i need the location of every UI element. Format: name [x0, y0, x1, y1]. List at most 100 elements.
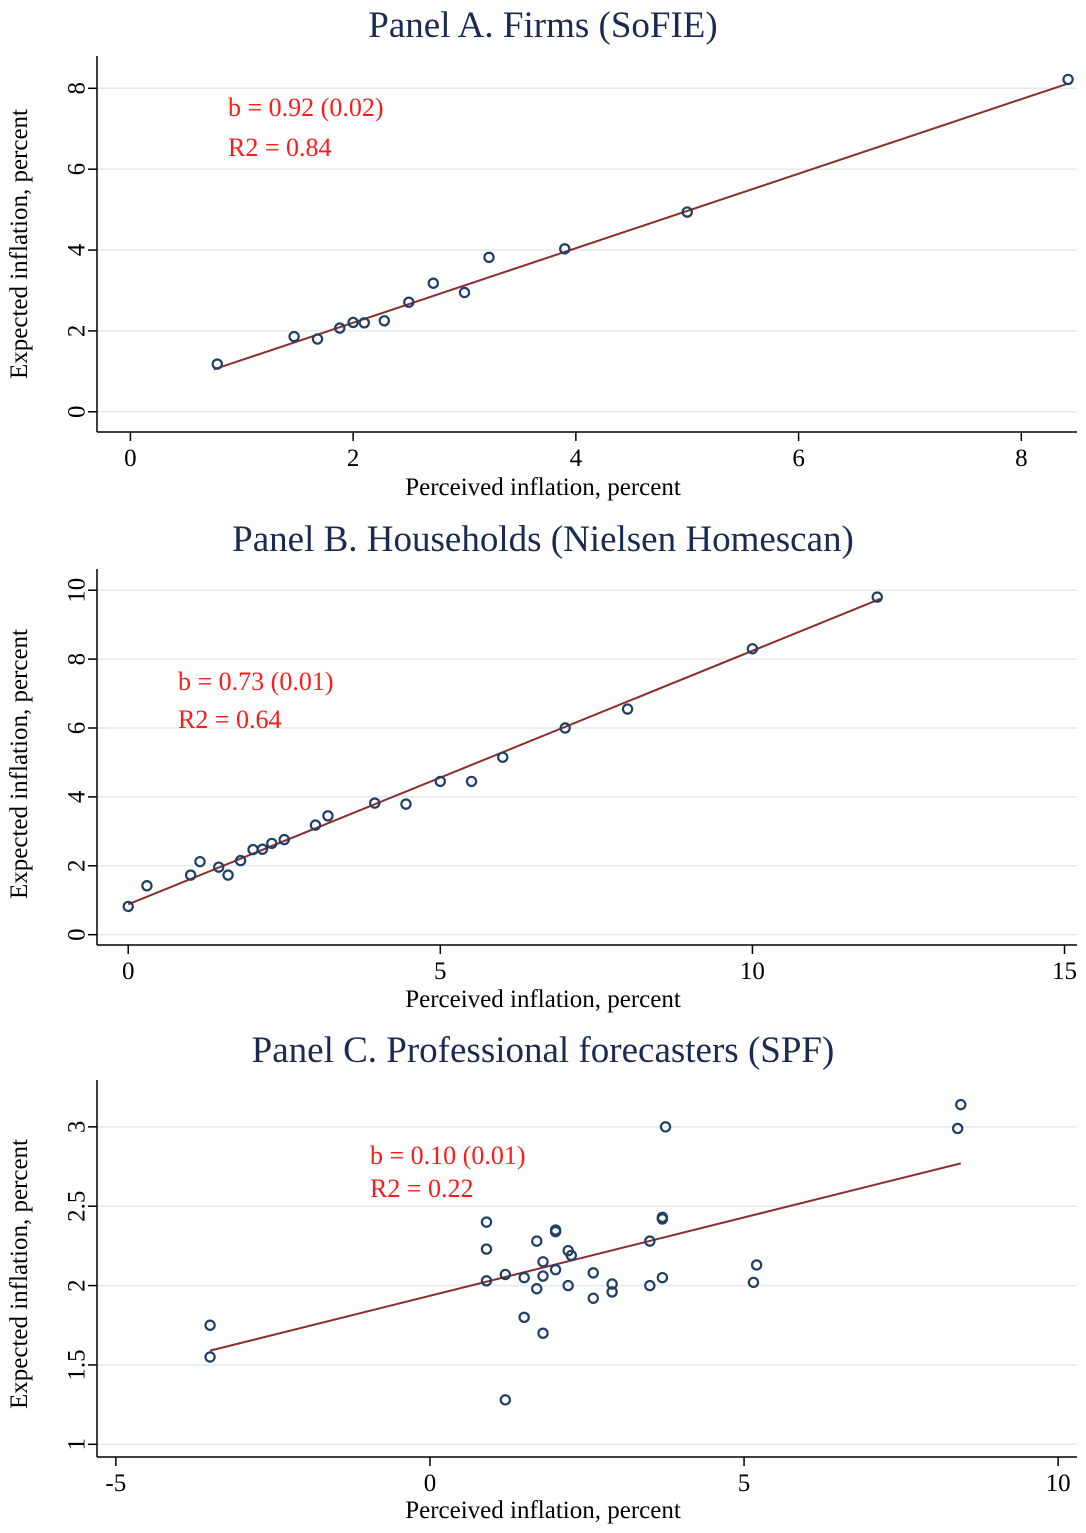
x-tick-label: 6 [792, 445, 805, 472]
y-tick-label: 4 [64, 790, 91, 803]
scatter-point [1062, 73, 1074, 86]
scatter-point [266, 837, 278, 850]
x-tick-label: 0 [122, 958, 135, 985]
scatter-point [499, 1268, 512, 1281]
scatter-point [256, 843, 269, 855]
x-tick-label: 15 [1052, 958, 1077, 985]
y-tick-label: 8 [64, 653, 91, 666]
x-tick-label: 2 [347, 445, 360, 472]
scatter-point [531, 1235, 543, 1247]
scatter-point [606, 1286, 618, 1298]
y-tick-label: 2 [64, 1279, 91, 1292]
panel-b-title: Panel B. Households (Nielsen Homescan) [232, 519, 854, 560]
y-tick-label: 2.5 [64, 1191, 91, 1222]
scatter-point [309, 819, 322, 831]
scatter-point [644, 1235, 656, 1247]
x-tick-label: 5 [738, 1470, 751, 1497]
panel-a-title: Panel A. Firms (SoFIE) [368, 5, 718, 46]
scatter-point [565, 1249, 577, 1262]
scatter-point [499, 1394, 512, 1406]
scatter-point [587, 1292, 599, 1304]
panel-c-plot: 1 1.5 2 2.5 3 -5 0 5 10 b = 0.10 (0.01) R2 = 0.22 [64, 1080, 1077, 1497]
scatter-point [587, 1267, 599, 1279]
scatter-point [122, 900, 134, 913]
x-tick-label: 8 [1015, 445, 1028, 472]
scatter-point [871, 591, 883, 603]
x-tick-label: 4 [570, 445, 583, 472]
scatter-point [334, 322, 346, 334]
scatter-point [204, 1351, 216, 1363]
scatter-point [951, 1122, 964, 1135]
x-tick-label: 10 [740, 958, 765, 985]
annotation-r2: R2 = 0.84 [228, 133, 332, 162]
scatter-point [750, 1259, 763, 1271]
scatter-point [434, 775, 447, 788]
scatter-point [347, 316, 359, 329]
scatter-point [403, 296, 415, 308]
x-tick-label: 10 [1046, 1470, 1071, 1497]
scatter-point [358, 317, 370, 329]
y-tick-label: 2 [64, 860, 91, 873]
scatter-point [562, 1279, 574, 1292]
y-tick-label: 6 [64, 722, 91, 735]
scatter-point [518, 1311, 530, 1324]
scatter-point [549, 1225, 562, 1238]
scatter-point [427, 277, 440, 289]
scatter-point [559, 722, 571, 734]
scatter-point [559, 243, 571, 255]
scatter-point [194, 855, 206, 868]
x-tick-label: -5 [105, 1470, 126, 1497]
scatter-point [483, 251, 495, 264]
x-tick-label: 0 [124, 445, 137, 472]
scatter-point [480, 1275, 493, 1287]
scatter-point [480, 1243, 493, 1255]
scatter-point [213, 861, 225, 873]
scatter-point [311, 333, 324, 345]
scatter-point [222, 869, 234, 881]
scatter-point [378, 315, 391, 327]
fit-line [209, 1162, 962, 1352]
y-tick-label: 4 [64, 243, 91, 256]
scatter-point [288, 330, 300, 343]
y-tick-label: 0 [64, 406, 91, 419]
y-tick-label: 8 [64, 82, 91, 95]
scatter-point [184, 869, 197, 881]
scatter-point [747, 1276, 760, 1289]
panel-a: Panel A. Firms (SoFIE) Expected inflatio… [0, 0, 1086, 510]
scatter-point [681, 206, 693, 218]
scatter-point [656, 1213, 669, 1225]
scatter-point [141, 880, 153, 892]
scatter-point [400, 798, 412, 810]
annotation-slope: b = 0.92 (0.02) [228, 93, 383, 122]
annotation-slope: b = 0.73 (0.01) [178, 667, 333, 696]
scatter-point [537, 1270, 549, 1282]
scatter-point [369, 797, 381, 809]
scatter-point [465, 775, 478, 788]
panel-c: Panel C. Professional forecasters (SPF) … [0, 1020, 1086, 1533]
scatter-point [549, 1264, 562, 1276]
y-tick-label: 1.5 [64, 1349, 91, 1380]
scatter-point [204, 1319, 216, 1331]
panel-a-plot: 0 2 4 6 8 0 2 4 6 8 b = 0.92 (0.02) R2 = 0.84 [64, 56, 1077, 472]
scatter-point [746, 643, 759, 655]
scatter-point [322, 810, 334, 822]
fit-line [213, 83, 1067, 371]
scatter-point [518, 1271, 530, 1284]
y-tick-label: 2 [64, 325, 91, 338]
scatter-point [621, 703, 634, 715]
scatter-point [659, 1121, 672, 1133]
scatter-point [537, 1256, 549, 1268]
scatter-point [531, 1283, 543, 1295]
annotation-r2: R2 = 0.22 [370, 1174, 474, 1203]
y-tick-label: 10 [64, 578, 91, 603]
scatter-point [644, 1279, 656, 1292]
fit-line [127, 597, 881, 906]
panel-b: Panel B. Households (Nielsen Homescan) E… [0, 510, 1086, 1020]
y-tick-label: 0 [64, 928, 91, 941]
x-tick-label: 5 [434, 958, 447, 985]
panel-c-title: Panel C. Professional forecasters (SPF) [251, 1030, 835, 1071]
annotation-slope: b = 0.10 (0.01) [370, 1141, 525, 1170]
x-tick-label: 0 [424, 1470, 437, 1497]
scatter-point [211, 358, 223, 370]
panel-b-plot: 0 2 4 6 8 10 0 5 10 15 b = 0.73 (0.01) R2 = 0.64 [64, 569, 1077, 985]
